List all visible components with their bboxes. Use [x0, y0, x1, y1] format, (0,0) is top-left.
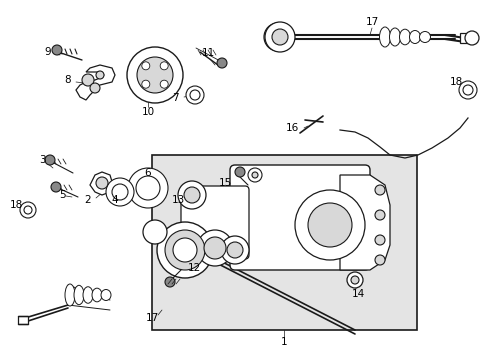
- Circle shape: [374, 185, 384, 195]
- Circle shape: [142, 62, 149, 70]
- Circle shape: [142, 80, 149, 88]
- Ellipse shape: [65, 284, 75, 306]
- Circle shape: [247, 168, 262, 182]
- FancyBboxPatch shape: [181, 186, 248, 259]
- Text: 15: 15: [218, 178, 231, 188]
- Ellipse shape: [379, 27, 390, 47]
- Circle shape: [374, 235, 384, 245]
- Circle shape: [221, 236, 248, 264]
- Circle shape: [271, 29, 287, 45]
- Polygon shape: [90, 172, 113, 195]
- Circle shape: [458, 81, 476, 99]
- Ellipse shape: [399, 29, 409, 45]
- Circle shape: [45, 155, 55, 165]
- Circle shape: [346, 272, 362, 288]
- Circle shape: [20, 202, 36, 218]
- Circle shape: [157, 222, 213, 278]
- Text: 17: 17: [365, 17, 378, 27]
- Circle shape: [374, 255, 384, 265]
- Circle shape: [350, 276, 358, 284]
- Text: 3: 3: [39, 155, 45, 165]
- FancyBboxPatch shape: [229, 165, 369, 270]
- Text: 12: 12: [187, 263, 200, 273]
- Circle shape: [127, 47, 183, 103]
- Bar: [18, 316, 28, 324]
- Text: 2: 2: [84, 195, 91, 205]
- Circle shape: [307, 203, 351, 247]
- Text: 6: 6: [144, 168, 151, 178]
- Text: 9: 9: [44, 47, 51, 57]
- Circle shape: [51, 182, 61, 192]
- Circle shape: [183, 187, 200, 203]
- Polygon shape: [76, 65, 115, 100]
- Circle shape: [52, 45, 62, 55]
- Bar: [459, 33, 474, 43]
- Circle shape: [96, 177, 108, 189]
- Circle shape: [226, 242, 243, 258]
- Text: 14: 14: [351, 289, 364, 299]
- Circle shape: [128, 168, 168, 208]
- Circle shape: [106, 178, 134, 206]
- Circle shape: [264, 22, 294, 52]
- Circle shape: [137, 57, 173, 93]
- Circle shape: [178, 181, 205, 209]
- Text: 1: 1: [280, 337, 287, 347]
- Circle shape: [96, 71, 104, 79]
- Circle shape: [90, 83, 100, 93]
- Circle shape: [190, 90, 200, 100]
- Text: 16: 16: [285, 123, 298, 133]
- Circle shape: [136, 176, 160, 200]
- Circle shape: [251, 172, 258, 178]
- Circle shape: [112, 184, 128, 200]
- Circle shape: [160, 62, 168, 70]
- Ellipse shape: [419, 32, 429, 42]
- Circle shape: [82, 74, 94, 86]
- Circle shape: [203, 237, 225, 259]
- Circle shape: [160, 80, 168, 88]
- Circle shape: [185, 86, 203, 104]
- Ellipse shape: [408, 31, 420, 44]
- Circle shape: [264, 23, 291, 51]
- Circle shape: [197, 230, 232, 266]
- Ellipse shape: [74, 285, 84, 305]
- Text: 13: 13: [171, 195, 184, 205]
- Circle shape: [24, 206, 32, 214]
- Text: 18: 18: [448, 77, 462, 87]
- Text: 11: 11: [201, 48, 214, 58]
- Circle shape: [173, 238, 197, 262]
- Ellipse shape: [101, 289, 111, 301]
- Text: 17: 17: [145, 313, 158, 323]
- Ellipse shape: [83, 287, 93, 303]
- Circle shape: [374, 210, 384, 220]
- Circle shape: [142, 220, 167, 244]
- Text: 10: 10: [141, 107, 154, 117]
- Bar: [152, 155, 416, 330]
- Text: 5: 5: [59, 190, 65, 200]
- Ellipse shape: [92, 288, 102, 302]
- Circle shape: [217, 58, 226, 68]
- Text: 7: 7: [171, 93, 178, 103]
- Polygon shape: [339, 175, 389, 270]
- Circle shape: [462, 85, 472, 95]
- Circle shape: [235, 167, 244, 177]
- Text: 4: 4: [111, 195, 118, 205]
- Text: 18: 18: [9, 200, 22, 210]
- Circle shape: [294, 190, 364, 260]
- Text: 8: 8: [64, 75, 71, 85]
- Ellipse shape: [389, 28, 400, 46]
- Circle shape: [164, 230, 204, 270]
- Circle shape: [464, 31, 478, 45]
- Circle shape: [164, 277, 175, 287]
